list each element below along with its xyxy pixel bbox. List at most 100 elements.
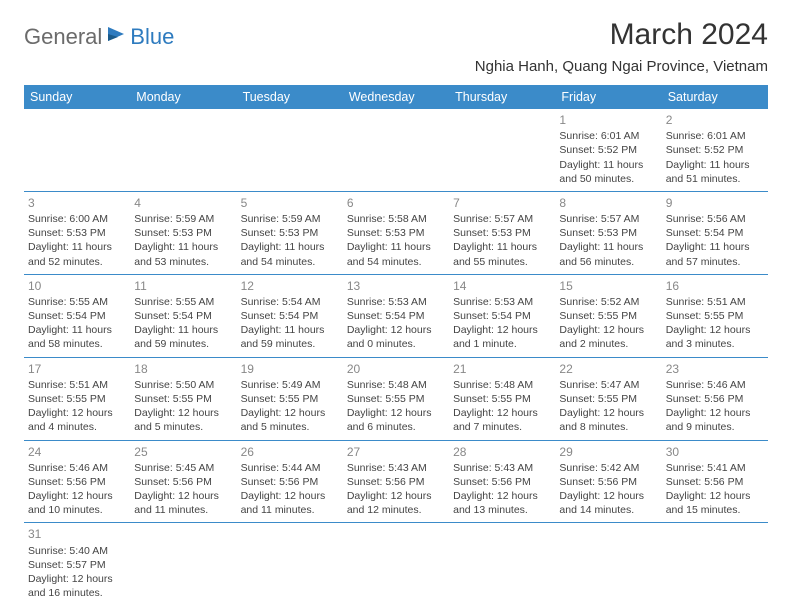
brand-part1: General <box>24 24 102 50</box>
calendar-week-row: 3Sunrise: 6:00 AMSunset: 5:53 PMDaylight… <box>24 191 768 274</box>
weekday-header: Saturday <box>662 85 768 109</box>
daylight-line: Daylight: 12 hours <box>453 406 551 420</box>
daylight-line: and 54 minutes. <box>241 255 339 269</box>
sunrise-line: Sunrise: 5:46 AM <box>666 378 764 392</box>
day-number: 11 <box>134 278 232 294</box>
sunset-line: Sunset: 5:55 PM <box>559 309 657 323</box>
calendar-week-row: 17Sunrise: 5:51 AMSunset: 5:55 PMDayligh… <box>24 357 768 440</box>
sunset-line: Sunset: 5:53 PM <box>134 226 232 240</box>
sunset-line: Sunset: 5:52 PM <box>666 143 764 157</box>
weekday-header: Monday <box>130 85 236 109</box>
calendar-week-row: 31Sunrise: 5:40 AMSunset: 5:57 PMDayligh… <box>24 523 768 605</box>
calendar-empty-cell <box>24 109 130 191</box>
calendar-week-row: 10Sunrise: 5:55 AMSunset: 5:54 PMDayligh… <box>24 274 768 357</box>
sunrise-line: Sunrise: 6:00 AM <box>28 212 126 226</box>
sunrise-line: Sunrise: 5:48 AM <box>453 378 551 392</box>
brand-part2: Blue <box>130 24 174 50</box>
sunset-line: Sunset: 5:53 PM <box>347 226 445 240</box>
daylight-line: Daylight: 11 hours <box>241 240 339 254</box>
sunset-line: Sunset: 5:55 PM <box>666 309 764 323</box>
calendar-empty-cell <box>343 109 449 191</box>
daylight-line: and 57 minutes. <box>666 255 764 269</box>
daylight-line: Daylight: 11 hours <box>666 240 764 254</box>
day-number: 25 <box>134 444 232 460</box>
day-number: 7 <box>453 195 551 211</box>
daylight-line: Daylight: 12 hours <box>559 323 657 337</box>
calendar-week-row: 1Sunrise: 6:01 AMSunset: 5:52 PMDaylight… <box>24 109 768 191</box>
calendar-day-cell: 10Sunrise: 5:55 AMSunset: 5:54 PMDayligh… <box>24 274 130 357</box>
daylight-line: Daylight: 12 hours <box>453 323 551 337</box>
sunrise-line: Sunrise: 5:59 AM <box>241 212 339 226</box>
calendar-day-cell: 18Sunrise: 5:50 AMSunset: 5:55 PMDayligh… <box>130 357 236 440</box>
calendar-day-cell: 12Sunrise: 5:54 AMSunset: 5:54 PMDayligh… <box>237 274 343 357</box>
sunrise-line: Sunrise: 5:54 AM <box>241 295 339 309</box>
sunset-line: Sunset: 5:55 PM <box>134 392 232 406</box>
calendar-empty-cell <box>555 523 661 605</box>
daylight-line: and 56 minutes. <box>559 255 657 269</box>
calendar-empty-cell <box>237 523 343 605</box>
sunset-line: Sunset: 5:52 PM <box>559 143 657 157</box>
sunset-line: Sunset: 5:55 PM <box>241 392 339 406</box>
sunrise-line: Sunrise: 5:53 AM <box>347 295 445 309</box>
day-number: 23 <box>666 361 764 377</box>
calendar-empty-cell <box>237 109 343 191</box>
calendar-day-cell: 6Sunrise: 5:58 AMSunset: 5:53 PMDaylight… <box>343 191 449 274</box>
daylight-line: and 10 minutes. <box>28 503 126 517</box>
day-number: 13 <box>347 278 445 294</box>
daylight-line: and 13 minutes. <box>453 503 551 517</box>
sunset-line: Sunset: 5:56 PM <box>666 475 764 489</box>
daylight-line: Daylight: 12 hours <box>28 489 126 503</box>
daylight-line: Daylight: 12 hours <box>453 489 551 503</box>
day-number: 9 <box>666 195 764 211</box>
day-number: 28 <box>453 444 551 460</box>
calendar-day-cell: 31Sunrise: 5:40 AMSunset: 5:57 PMDayligh… <box>24 523 130 605</box>
calendar-day-cell: 15Sunrise: 5:52 AMSunset: 5:55 PMDayligh… <box>555 274 661 357</box>
sunrise-line: Sunrise: 5:43 AM <box>453 461 551 475</box>
sunset-line: Sunset: 5:56 PM <box>347 475 445 489</box>
sunset-line: Sunset: 5:54 PM <box>666 226 764 240</box>
daylight-line: Daylight: 12 hours <box>559 406 657 420</box>
calendar-day-cell: 22Sunrise: 5:47 AMSunset: 5:55 PMDayligh… <box>555 357 661 440</box>
daylight-line: Daylight: 12 hours <box>134 489 232 503</box>
day-number: 14 <box>453 278 551 294</box>
calendar-empty-cell <box>662 523 768 605</box>
day-number: 12 <box>241 278 339 294</box>
calendar-empty-cell <box>130 523 236 605</box>
calendar-day-cell: 28Sunrise: 5:43 AMSunset: 5:56 PMDayligh… <box>449 440 555 523</box>
calendar-day-cell: 21Sunrise: 5:48 AMSunset: 5:55 PMDayligh… <box>449 357 555 440</box>
daylight-line: Daylight: 12 hours <box>666 489 764 503</box>
daylight-line: and 59 minutes. <box>241 337 339 351</box>
day-number: 31 <box>28 526 126 542</box>
calendar-day-cell: 14Sunrise: 5:53 AMSunset: 5:54 PMDayligh… <box>449 274 555 357</box>
calendar-header-row: SundayMondayTuesdayWednesdayThursdayFrid… <box>24 85 768 109</box>
daylight-line: Daylight: 12 hours <box>134 406 232 420</box>
daylight-line: Daylight: 11 hours <box>134 240 232 254</box>
sunrise-line: Sunrise: 5:55 AM <box>134 295 232 309</box>
daylight-line: and 11 minutes. <box>134 503 232 517</box>
sunrise-line: Sunrise: 6:01 AM <box>666 129 764 143</box>
daylight-line: Daylight: 11 hours <box>559 158 657 172</box>
sunrise-line: Sunrise: 5:52 AM <box>559 295 657 309</box>
calendar-day-cell: 17Sunrise: 5:51 AMSunset: 5:55 PMDayligh… <box>24 357 130 440</box>
daylight-line: Daylight: 11 hours <box>241 323 339 337</box>
calendar-empty-cell <box>449 523 555 605</box>
day-number: 3 <box>28 195 126 211</box>
calendar-day-cell: 1Sunrise: 6:01 AMSunset: 5:52 PMDaylight… <box>555 109 661 191</box>
daylight-line: Daylight: 11 hours <box>28 323 126 337</box>
sunrise-line: Sunrise: 5:53 AM <box>453 295 551 309</box>
day-number: 4 <box>134 195 232 211</box>
sunrise-line: Sunrise: 5:57 AM <box>559 212 657 226</box>
sunset-line: Sunset: 5:55 PM <box>28 392 126 406</box>
calendar-day-cell: 8Sunrise: 5:57 AMSunset: 5:53 PMDaylight… <box>555 191 661 274</box>
weekday-header: Thursday <box>449 85 555 109</box>
daylight-line: and 3 minutes. <box>666 337 764 351</box>
calendar-day-cell: 11Sunrise: 5:55 AMSunset: 5:54 PMDayligh… <box>130 274 236 357</box>
daylight-line: and 50 minutes. <box>559 172 657 186</box>
sunrise-line: Sunrise: 5:49 AM <box>241 378 339 392</box>
sunset-line: Sunset: 5:54 PM <box>134 309 232 323</box>
day-number: 6 <box>347 195 445 211</box>
daylight-line: and 2 minutes. <box>559 337 657 351</box>
title-block: March 2024 Nghia Hanh, Quang Ngai Provin… <box>475 18 768 75</box>
day-number: 26 <box>241 444 339 460</box>
daylight-line: and 14 minutes. <box>559 503 657 517</box>
